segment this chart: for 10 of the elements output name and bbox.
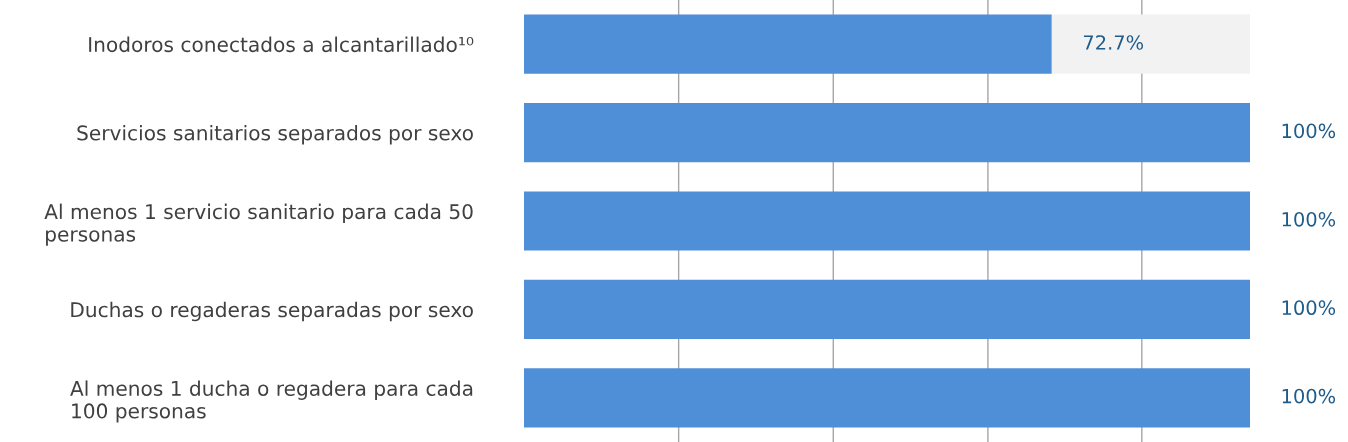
y-tick-label: Al menos 1 ducha o regadera para cada 100 personas [70,380,473,423]
y-tick-label: Al menos 1 servicio sanitario para cada 50 personas [44,203,473,246]
data-label: 100% [1282,123,1336,139]
data-label: 72.7% [1083,35,1144,50]
y-tick-label: Duchas o regaderas separadas por sexo [71,301,473,322]
y-tick-label: Inodoros conectados a alcantarillado¹⁰ [89,36,474,53]
y-tick-label: Servicios sanitarios separados por sexo [77,124,473,145]
data-label: 100% [1282,300,1336,316]
data-label: 100% [1282,211,1336,227]
data-label: 100% [1282,388,1336,404]
